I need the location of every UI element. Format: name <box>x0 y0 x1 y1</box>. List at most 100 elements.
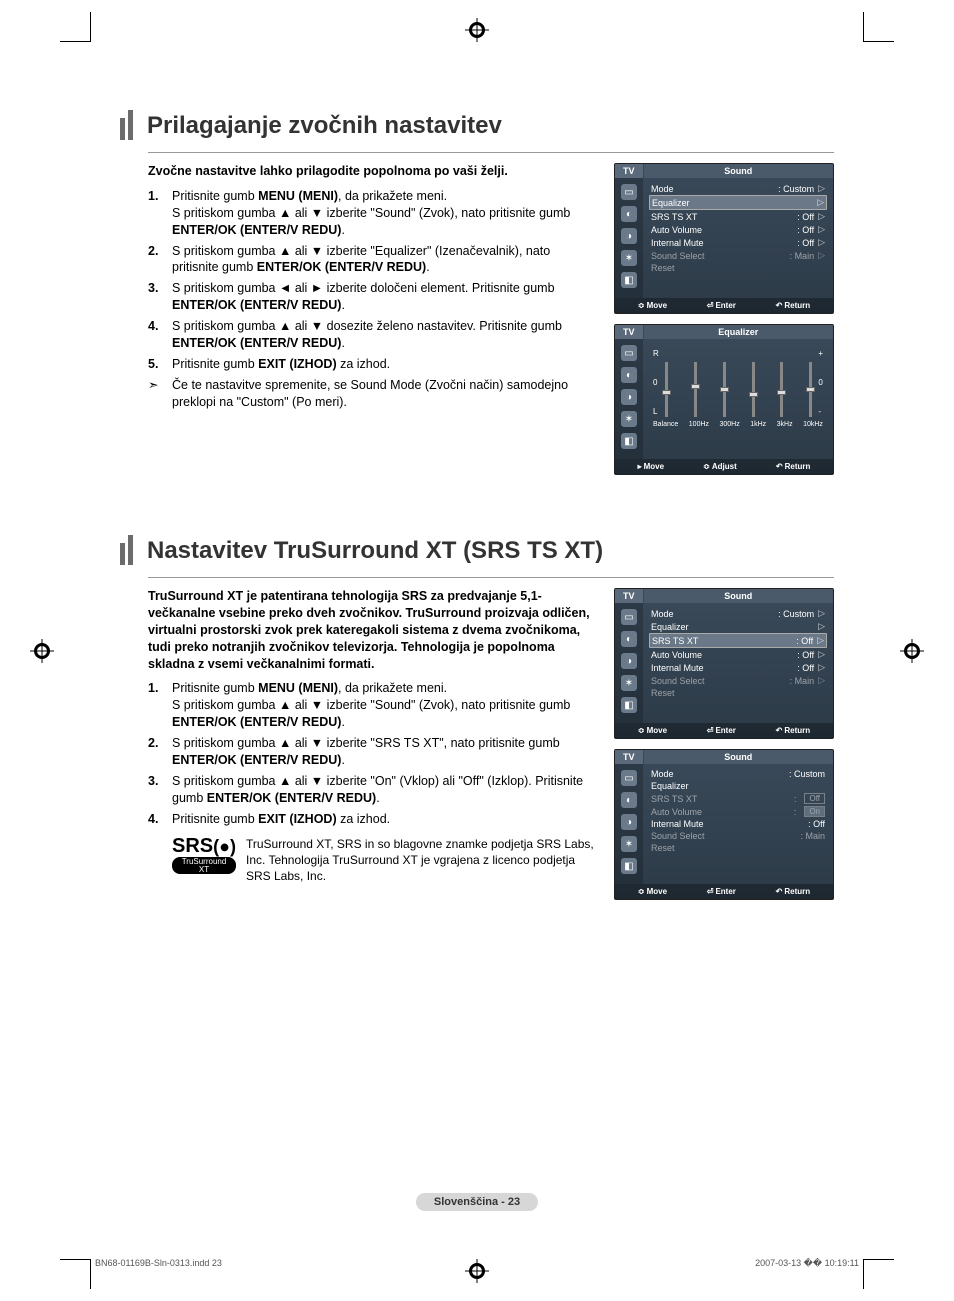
step-item: Pritisnite gumb MENU (MENI), da prikažet… <box>148 188 596 239</box>
channel-icon: ◑ <box>621 653 637 669</box>
menu-row-highlight: SRS TS XT: Off▷ <box>649 633 827 648</box>
section-trusurround: Nastavitev TruSurround XT (SRS TS XT) Tr… <box>120 535 834 900</box>
crop-mark <box>863 1259 864 1289</box>
chevron-right-icon: ▷ <box>818 608 825 619</box>
sound-icon: ◐ <box>621 206 637 222</box>
tv-title: Sound <box>644 164 833 178</box>
setup-icon: ✶ <box>621 411 637 427</box>
eq-slider <box>665 362 668 417</box>
tv-tab: TV <box>615 164 644 178</box>
crop-mark <box>864 1259 894 1260</box>
return-icon: ↶ <box>776 462 783 471</box>
chevron-right-icon: ▷ <box>818 237 825 248</box>
tv-title: Equalizer <box>644 325 833 339</box>
updown-icon: ≎ <box>638 301 645 310</box>
option-on-selected: On <box>804 806 825 817</box>
tv-tab: TV <box>615 750 644 764</box>
chevron-right-icon: ▷ <box>818 649 825 660</box>
srs-trademark-text: TruSurround XT, SRS in so blagovne znamk… <box>246 837 596 884</box>
intro-text: TruSurround XT je patentirana tehnologij… <box>148 588 596 672</box>
return-icon: ↶ <box>776 726 783 735</box>
eq-slider <box>723 362 726 417</box>
updown-icon: ≎ <box>638 887 645 896</box>
step-item: Pritisnite gumb EXIT (IZHOD) za izhod. <box>148 356 596 373</box>
crop-mark <box>90 1259 91 1289</box>
tv-title: Sound <box>644 589 833 603</box>
menu-row-highlight: Equalizer▷ <box>649 195 827 210</box>
picture-icon: ▭ <box>621 184 637 200</box>
crop-mark <box>90 12 91 42</box>
enter-icon: ⏎ <box>707 887 714 896</box>
enter-icon: ⏎ <box>707 301 714 310</box>
page-number-badge: Slovenščina - 23 <box>416 1193 538 1211</box>
channel-icon: ◑ <box>621 814 637 830</box>
tv-screenshot-sound-srs-options: TV Sound ▭ ◐ ◑ ✶ ◧ Mode: Custom <box>614 749 834 900</box>
chevron-right-icon: ▷ <box>818 662 825 673</box>
leftright-icon: ▸ <box>638 462 642 471</box>
note-text: Če te nastavitve spremenite, se Sound Mo… <box>148 377 596 411</box>
chevron-right-icon: ▷ <box>818 621 825 632</box>
intro-text: Zvočne nastavitve lahko prilagodite popo… <box>148 163 596 180</box>
setup-icon: ✶ <box>621 250 637 266</box>
eq-slider <box>780 362 783 417</box>
input-icon: ◧ <box>621 697 637 713</box>
sound-icon: ◐ <box>621 792 637 808</box>
registration-target-icon <box>900 639 924 663</box>
section-ornament-icon <box>120 110 133 140</box>
chevron-right-icon: ▷ <box>818 224 825 235</box>
page-footer: Slovenščina - 23 <box>0 1193 954 1211</box>
step-item: S pritiskom gumba ▲ ali ▼ izberite "Equa… <box>148 243 596 277</box>
section-ornament-icon <box>120 535 133 565</box>
chevron-right-icon: ▷ <box>818 250 825 261</box>
setup-icon: ✶ <box>621 836 637 852</box>
registration-target-icon <box>465 18 489 42</box>
srs-trademark-block: SRS(●) TruSurround XT TruSurround XT, SR… <box>172 837 596 884</box>
srs-logo-icon: SRS(●) TruSurround XT <box>172 837 236 884</box>
input-icon: ◧ <box>621 433 637 449</box>
section-title: Prilagajanje zvočnih nastavitev <box>147 112 502 140</box>
eq-slider <box>809 362 812 417</box>
registration-target-icon <box>30 639 54 663</box>
picture-icon: ▭ <box>621 770 637 786</box>
crop-mark <box>60 1259 90 1260</box>
chevron-right-icon: ▷ <box>817 197 824 208</box>
return-icon: ↶ <box>776 301 783 310</box>
input-icon: ◧ <box>621 858 637 874</box>
tv-tab: TV <box>615 325 644 339</box>
step-item: S pritiskom gumba ▲ ali ▼ dosezite želen… <box>148 318 596 352</box>
chevron-right-icon: ▷ <box>818 183 825 194</box>
print-footer: BN68-01169B-Sln-0313.indd 23 2007-03-13 … <box>95 1258 859 1269</box>
option-off: Off <box>804 793 825 804</box>
updown-icon: ≎ <box>638 726 645 735</box>
tv-screenshot-sound-equalizer: TV Sound ▭ ◐ ◑ ✶ ◧ Mode: Custom▷ <box>614 163 834 314</box>
crop-mark <box>863 12 864 42</box>
print-timestamp: 2007-03-13 �� 10:19:11 <box>755 1258 859 1269</box>
print-file-name: BN68-01169B-Sln-0313.indd 23 <box>95 1258 222 1269</box>
picture-icon: ▭ <box>621 345 637 361</box>
enter-icon: ⏎ <box>707 726 714 735</box>
eq-slider <box>752 362 755 417</box>
crop-mark <box>60 41 90 42</box>
tv-title: Sound <box>644 750 833 764</box>
chevron-right-icon: ▷ <box>818 675 825 686</box>
channel-icon: ◑ <box>621 228 637 244</box>
eq-slider <box>694 362 697 417</box>
channel-icon: ◑ <box>621 389 637 405</box>
step-item: Pritisnite gumb MENU (MENI), da prikažet… <box>148 680 596 731</box>
chevron-right-icon: ▷ <box>817 635 824 646</box>
section-title: Nastavitev TruSurround XT (SRS TS XT) <box>147 537 603 565</box>
section-equalizer: Prilagajanje zvočnih nastavitev Zvočne n… <box>120 110 834 475</box>
tv-tab: TV <box>615 589 644 603</box>
updown-icon: ≎ <box>703 462 710 471</box>
chevron-right-icon: ▷ <box>818 211 825 222</box>
sound-icon: ◐ <box>621 631 637 647</box>
step-item: S pritiskom gumba ▲ ali ▼ izberite "On" … <box>148 773 596 807</box>
sound-icon: ◐ <box>621 367 637 383</box>
return-icon: ↶ <box>776 887 783 896</box>
step-item: S pritiskom gumba ◄ ali ► izberite določ… <box>148 280 596 314</box>
picture-icon: ▭ <box>621 609 637 625</box>
input-icon: ◧ <box>621 272 637 288</box>
tv-screenshot-equalizer: TV Equalizer ▭ ◐ ◑ ✶ ◧ <box>614 324 834 475</box>
step-item: Pritisnite gumb EXIT (IZHOD) za izhod. <box>148 811 596 828</box>
step-item: S pritiskom gumba ▲ ali ▼ izberite "SRS … <box>148 735 596 769</box>
